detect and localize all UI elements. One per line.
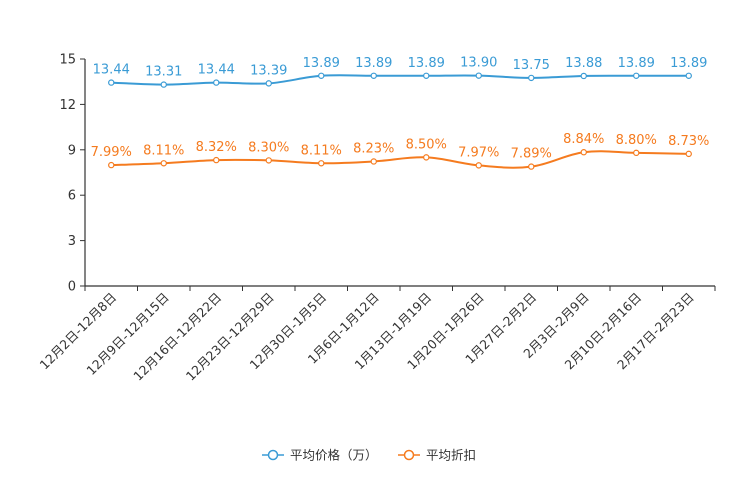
data-point[interactable] xyxy=(528,74,535,82)
data-point[interactable] xyxy=(633,72,640,79)
data-label: 8.11% xyxy=(143,143,184,158)
series-avg-price: 13.44 13.31 13.44 13.39 13.89 13.89 13.89 13.90… xyxy=(93,56,707,88)
legend-label: 平均折扣 xyxy=(426,448,476,463)
legend[interactable]: 平均价格（万） 平均折扣 xyxy=(262,448,476,463)
data-point[interactable] xyxy=(475,72,482,79)
series-avg-discount: 7.99% 8.11% 8.32% 8.30% 8.11% 8.23% 8.50% 7.97%… xyxy=(91,132,709,170)
data-point[interactable] xyxy=(265,80,272,87)
data-label: 13.88 xyxy=(565,56,602,71)
data-label: 13.89 xyxy=(618,56,655,71)
data-point[interactable] xyxy=(580,149,587,156)
data-label: 13.44 xyxy=(93,63,130,78)
data-point[interactable] xyxy=(108,79,115,86)
legend-label: 平均价格（万） xyxy=(290,448,378,463)
axes: 0369121512月2日-12月8日12月9日-12月15日12月16日-12… xyxy=(36,53,716,384)
y-tick-label: 0 xyxy=(68,280,76,295)
x-tick-label: 12月16日-12月22日 xyxy=(130,290,224,384)
y-tick-label: 9 xyxy=(68,143,76,158)
data-label: 8.32% xyxy=(196,140,237,155)
data-point[interactable] xyxy=(370,72,377,79)
data-label: 8.50% xyxy=(406,137,447,152)
y-tick-label: 6 xyxy=(68,189,76,204)
data-label: 13.44 xyxy=(198,63,235,78)
y-tick-label: 3 xyxy=(68,234,76,249)
data-point[interactable] xyxy=(213,156,220,164)
data-label: 13.89 xyxy=(303,56,340,71)
data-label: 8.30% xyxy=(248,140,289,155)
data-point[interactable] xyxy=(685,150,692,158)
data-point[interactable] xyxy=(475,162,482,169)
data-label: 13.89 xyxy=(355,56,392,71)
data-point[interactable] xyxy=(265,157,272,164)
data-label: 8.73% xyxy=(668,134,709,149)
data-label: 13.39 xyxy=(250,63,287,78)
series-line xyxy=(111,74,689,86)
y-tick-label: 12 xyxy=(59,98,76,113)
legend-item[interactable]: 平均折扣 xyxy=(398,448,476,463)
data-label: 13.75 xyxy=(513,58,550,73)
data-label: 13.90 xyxy=(460,56,497,71)
data-point[interactable] xyxy=(160,160,167,167)
series-line xyxy=(111,150,689,169)
data-point[interactable] xyxy=(423,72,430,79)
data-label: 13.31 xyxy=(145,65,182,80)
legend-marker-icon xyxy=(267,449,279,461)
data-point[interactable] xyxy=(633,149,640,157)
data-label: 8.84% xyxy=(563,132,604,147)
data-point[interactable] xyxy=(213,79,220,86)
y-tick-label: 15 xyxy=(59,53,76,68)
data-point[interactable] xyxy=(318,160,325,167)
data-point[interactable] xyxy=(318,72,325,79)
data-point[interactable] xyxy=(370,158,377,165)
data-label: 8.80% xyxy=(616,133,657,148)
legend-item[interactable]: 平均价格（万） xyxy=(262,448,378,463)
data-point[interactable] xyxy=(528,163,535,170)
data-point[interactable] xyxy=(685,72,692,79)
legend-marker-icon xyxy=(403,449,415,461)
data-point[interactable] xyxy=(160,81,167,88)
data-label: 13.89 xyxy=(408,56,445,71)
data-label: 13.89 xyxy=(670,56,707,71)
data-label: 7.99% xyxy=(91,145,132,160)
data-label: 8.11% xyxy=(301,143,342,158)
data-label: 7.97% xyxy=(458,145,499,160)
x-tick-label: 12月23日-12月29日 xyxy=(183,290,277,384)
data-point[interactable] xyxy=(580,72,587,80)
data-point[interactable] xyxy=(108,161,115,169)
series-layer: 13.44 13.31 13.44 13.39 13.89 13.89 13.89 13.90… xyxy=(91,56,709,170)
data-point[interactable] xyxy=(423,154,430,161)
data-label: 8.23% xyxy=(353,141,394,156)
data-label: 7.89% xyxy=(511,147,552,162)
